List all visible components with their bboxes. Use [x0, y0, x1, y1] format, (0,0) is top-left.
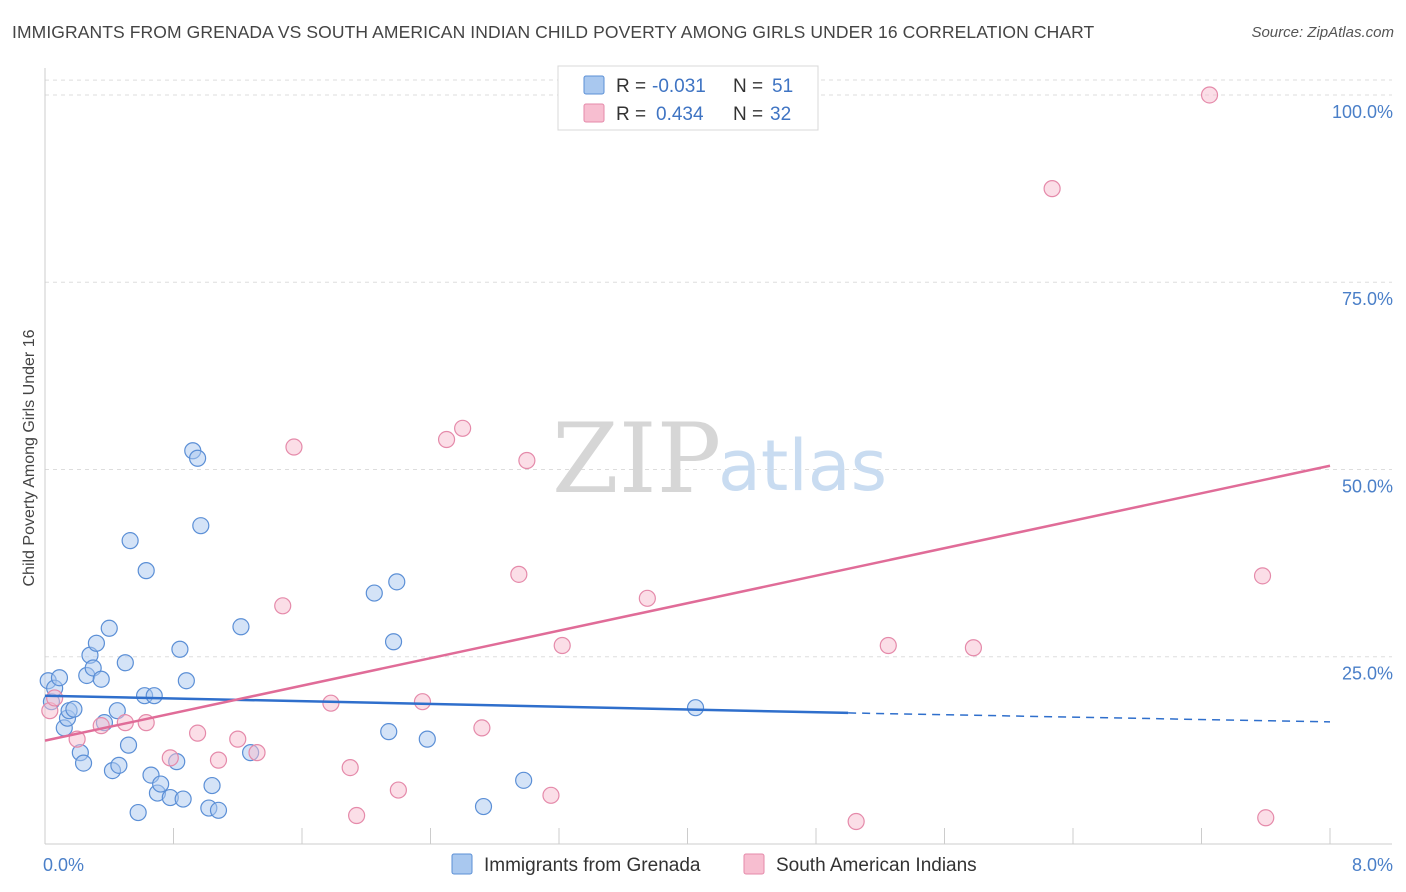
sai-point-22	[518, 451, 536, 470]
grenada-point-18	[108, 702, 126, 720]
grenada-point-25	[137, 562, 155, 580]
watermark-atlas: atlas	[718, 425, 887, 507]
trend-line-south-american-indians	[44, 464, 1331, 742]
sai-point-31	[1257, 809, 1275, 827]
sai-point-24	[553, 636, 571, 655]
grenada-point-43	[365, 584, 383, 602]
grenada-point-37	[192, 517, 210, 535]
x-tick-labels: 0.0% 8.0%	[43, 855, 1393, 875]
legend-n-label-pink: N =	[733, 104, 763, 125]
legend-r-label-pink: R =	[616, 104, 646, 125]
watermark-zip: ZIP	[552, 403, 721, 515]
trend-line-grenada-extrapolated	[848, 712, 1331, 723]
sai-point-26	[847, 812, 865, 831]
sai-point-23	[542, 786, 560, 804]
y-axis-label: Child Poverty Among Girls Under 16	[21, 329, 38, 586]
legend-r-value-pink: 0.434	[656, 104, 704, 125]
series-grenada-points	[39, 442, 705, 822]
grenada-point-34	[177, 672, 195, 690]
y-tick-label-2: 75.0%	[1342, 289, 1393, 309]
grenada-point-29	[152, 775, 170, 793]
sai-point-6	[161, 749, 179, 767]
grenada-point-36	[188, 449, 207, 467]
grenada-point-48	[474, 797, 493, 816]
sai-point-14	[341, 758, 359, 777]
grid-lines	[44, 79, 1393, 658]
legend-r-label-blue: R =	[616, 76, 646, 97]
grenada-point-20	[116, 654, 134, 672]
legend-n-label-blue: N =	[733, 76, 763, 97]
bottom-legend-swatch-pink	[743, 853, 765, 875]
sai-point-25	[638, 589, 656, 607]
sai-point-15	[348, 806, 366, 825]
grenada-point-16	[100, 619, 118, 637]
legend-r-value-blue: -0.031	[652, 76, 706, 97]
sai-point-29	[1043, 180, 1061, 198]
grenada-point-23	[129, 803, 147, 822]
grenada-point-49	[515, 771, 533, 789]
bottom-legend-swatch-blue	[451, 853, 473, 875]
x-tick-label-min: 0.0%	[43, 855, 84, 875]
trend-line-grenada	[44, 694, 849, 715]
series-south-american-indians-points	[41, 86, 1275, 831]
sai-point-12	[285, 438, 303, 456]
y-tick-label-3: 100.0%	[1332, 102, 1393, 122]
sai-point-16	[389, 781, 407, 799]
sai-point-28	[964, 639, 983, 657]
grenada-point-39	[203, 776, 221, 795]
grenada-point-45	[384, 633, 403, 651]
trend-lines	[44, 464, 1331, 742]
grenada-point-7	[65, 700, 83, 718]
y-tick-labels: 25.0% 50.0% 75.0% 100.0%	[1332, 102, 1393, 684]
y-tick-label-0: 25.0%	[1342, 664, 1393, 684]
grenada-point-40	[209, 801, 228, 819]
sai-point-20	[473, 719, 491, 737]
grenada-point-50	[686, 699, 705, 717]
legend-swatch-blue	[583, 75, 605, 95]
legend-n-value-pink: 32	[770, 104, 791, 125]
sai-point-8	[209, 751, 228, 769]
sai-point-18	[437, 430, 456, 449]
sai-point-9	[229, 730, 247, 748]
grenada-point-44	[380, 723, 398, 741]
watermark: ZIP atlas	[552, 403, 887, 515]
sai-point-1	[46, 689, 64, 707]
sai-point-30	[1200, 86, 1219, 104]
grenada-point-13	[87, 634, 106, 652]
sai-point-17	[413, 693, 432, 711]
grenada-point-19	[110, 756, 128, 774]
grenada-point-33	[174, 790, 192, 808]
sai-point-7	[188, 724, 207, 742]
grenada-point-32	[171, 640, 189, 658]
grenada-point-9	[74, 754, 93, 772]
grenada-point-47	[418, 730, 436, 748]
legend-n-value-blue: 51	[772, 76, 793, 97]
legend: R = -0.031 N = 51 R = 0.434 N = 32	[557, 65, 819, 131]
grenada-point-27	[145, 687, 163, 705]
source-label: Source: ZipAtlas.com	[1251, 24, 1394, 41]
grenada-point-14	[92, 670, 110, 688]
x-tick-label-max: 8.0%	[1352, 855, 1393, 875]
grenada-point-41	[232, 618, 250, 636]
grenada-point-3	[50, 669, 69, 687]
grenada-point-22	[121, 532, 139, 550]
sai-point-27	[879, 636, 897, 655]
legend-swatch-pink	[583, 103, 605, 123]
sai-point-32	[1253, 567, 1272, 585]
bottom-legend: Immigrants from Grenada South American I…	[451, 853, 977, 876]
bottom-legend-label-south-american-indians: South American Indians	[776, 855, 977, 876]
grenada-point-21	[119, 736, 138, 754]
bottom-legend-label-grenada: Immigrants from Grenada	[484, 855, 701, 876]
y-tick-label-1: 50.0%	[1342, 476, 1393, 496]
grenada-point-46	[388, 573, 406, 591]
sai-point-11	[274, 597, 292, 615]
sai-point-3	[92, 717, 110, 735]
chart-title: IMMIGRANTS FROM GRENADA VS SOUTH AMERICA…	[12, 22, 1095, 42]
sai-point-19	[454, 419, 472, 437]
sai-point-10	[248, 744, 266, 762]
sai-point-21	[510, 565, 528, 583]
